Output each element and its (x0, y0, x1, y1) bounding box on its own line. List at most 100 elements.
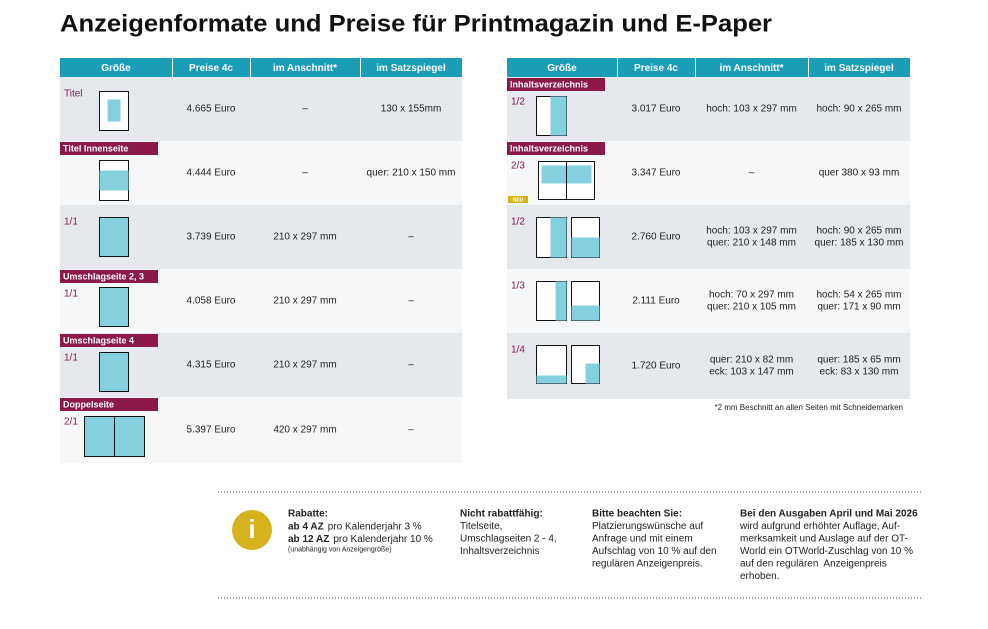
page-thumb (99, 352, 129, 392)
price: 3.017 Euro (632, 104, 681, 115)
dimension: eck: 83 x 130 mm (820, 367, 899, 378)
dimension: hoch: 103 x 297 mm (706, 226, 797, 237)
footnote: *2 mm Beschnitt an allen Seiten mit Schn… (714, 403, 903, 412)
dimension: – (302, 168, 308, 179)
dimension: hoch: 54 x 265 mm (816, 290, 901, 301)
dimension: hoch: 70 x 297 mm (709, 290, 794, 301)
column-header: Größe (101, 63, 131, 74)
row-tag (60, 270, 158, 283)
row-tag-text: Inhaltsverzeichnis (510, 143, 588, 153)
ad-area (550, 96, 567, 136)
ad-area (571, 305, 600, 321)
page-thumb (114, 416, 145, 457)
info-heading: Nicht rabattfähig: (460, 509, 543, 520)
row-tag (507, 142, 605, 155)
column-header: im Satzspiegel (824, 63, 894, 74)
badge (508, 196, 528, 203)
row-size: 1/1 (64, 289, 78, 300)
info-line: Anfrage und mit einem (592, 534, 693, 545)
row-size: 1/3 (511, 281, 525, 292)
table-header (507, 58, 910, 77)
ad-area (99, 170, 129, 191)
info-line: regulären Anzeigenpreis. (592, 559, 703, 570)
row-tag (60, 398, 158, 411)
table-header (60, 58, 462, 77)
info-line: ab 4 AZ pro Kalenderjahr 3 % (288, 521, 422, 532)
ad-area (571, 237, 600, 258)
info-line: merksamkeit und Auslage auf der OT- (740, 534, 908, 545)
info-line: wird aufgrund erhöhter Auflage, Auf- (739, 521, 900, 532)
dimension: quer 380 x 93 mm (819, 168, 900, 179)
info-line: Platzierungswünsche auf (592, 521, 703, 532)
row-tag-text: Doppelseite (63, 399, 114, 409)
row-tag (60, 334, 158, 347)
row-size: 1/2 (511, 217, 525, 228)
column-header: im Satzspiegel (376, 63, 446, 74)
page-thumb (99, 287, 129, 327)
row-tag (60, 142, 158, 155)
ad-area (585, 363, 600, 384)
info-note: (unabhängig von Anzeigengröße) (288, 546, 392, 553)
dimension: – (302, 104, 308, 115)
row-size: 1/4 (511, 345, 525, 356)
info-text: pro Kalenderjahr 10 % (333, 534, 433, 545)
badge-text: NEU (513, 197, 524, 203)
row-tag-text: Umschlagseite 4 (63, 335, 134, 345)
price: 3.739 Euro (187, 232, 236, 243)
dimension: 130 x 155mm (381, 104, 442, 115)
info-bold: ab 12 AZ (288, 534, 329, 545)
dimension: hoch: 90 x 265 mm (816, 226, 901, 237)
dimension: 420 x 297 mm (273, 425, 336, 436)
dimension: quer: 210 x 105 mm (707, 302, 796, 313)
dimension: quer: 185 x 130 mm (815, 238, 904, 249)
dimension: quer: 210 x 150 mm (367, 168, 456, 179)
info-heading: Bei den Ausgaben April und Mai 2026 (740, 509, 918, 520)
price: 2.111 Euro (632, 296, 680, 307)
row-size: 2/1 (64, 417, 78, 428)
row-size: Titel (64, 89, 83, 100)
row-tag-text: Titel Innenseite (63, 143, 128, 153)
dimension: quer: 171 x 90 mm (817, 302, 900, 313)
info-line: Inhaltsverzeichnis (460, 546, 539, 557)
row-size: 1/1 (64, 353, 78, 364)
ad-area (107, 99, 121, 122)
column-header: im Anschnitt* (719, 63, 783, 74)
row-tag-text: Umschlagseite 2, 3 (63, 271, 144, 281)
price: 2.760 Euro (632, 232, 681, 243)
info-heading: Bitte beachten Sie: (592, 509, 682, 520)
dimension: eck: 103 x 147 mm (709, 367, 793, 378)
page-thumb (84, 416, 115, 457)
info-icon (232, 510, 272, 550)
row-tag (507, 78, 605, 91)
dimension: 210 x 297 mm (273, 232, 336, 243)
row-size: 2/3 (511, 161, 525, 172)
info-icon-letter: i (248, 514, 255, 544)
ad-area (536, 375, 567, 384)
ad-area (555, 281, 567, 321)
info-line: erhoben. (740, 571, 779, 582)
ad-area (550, 217, 567, 258)
info-line: ab 12 AZ pro Kalenderjahr 10 % (288, 534, 433, 545)
row-size: 1/2 (511, 97, 525, 108)
price: 4.315 Euro (187, 360, 236, 371)
dimension: 210 x 297 mm (273, 360, 336, 371)
row-tag-text: Inhaltsverzeichnis (510, 79, 588, 89)
info-text: pro Kalenderjahr 3 % (328, 521, 422, 532)
dimension: quer: 210 x 148 mm (707, 238, 796, 249)
price: 4.665 Euro (187, 104, 236, 115)
page-thumb (99, 217, 129, 257)
info-line: Titelseite, (460, 521, 502, 532)
dimension: – (408, 425, 414, 436)
price: 4.444 Euro (187, 168, 236, 179)
column-header: Preise 4c (189, 63, 233, 74)
dimension: hoch: 90 x 265 mm (816, 104, 901, 115)
price: 3.347 Euro (632, 168, 681, 179)
info-heading: Rabatte: (288, 509, 328, 520)
dimension: hoch: 103 x 297 mm (706, 104, 797, 115)
dimension: quer: 210 x 82 mm (710, 355, 793, 366)
info-line: Umschlagseiten 2 - 4, (460, 534, 557, 545)
dimension: 210 x 297 mm (273, 296, 336, 307)
price: 4.058 Euro (187, 296, 236, 307)
info-line: World ein OTWorld-Zuschlag von 10 % (740, 546, 913, 557)
